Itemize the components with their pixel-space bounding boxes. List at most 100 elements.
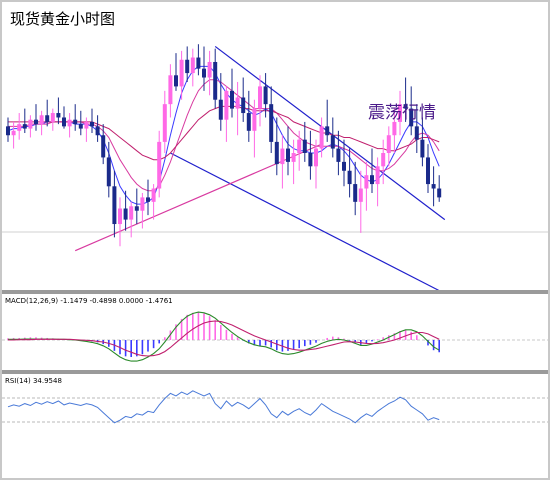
- candle-body: [342, 161, 346, 171]
- candle-body: [78, 124, 83, 129]
- candle-body: [314, 148, 318, 167]
- candle-body: [297, 139, 302, 153]
- candle: [392, 108, 397, 153]
- candle: [213, 48, 218, 109]
- candle-body: [17, 124, 22, 131]
- candle: [286, 126, 290, 176]
- candle-body: [409, 108, 414, 127]
- candle: [347, 148, 352, 198]
- candle-body: [235, 97, 240, 109]
- price-panel: 现货黄金小时图 震荡行情: [2, 10, 548, 292]
- candle-body: [431, 184, 436, 189]
- macd-lines: [8, 311, 440, 362]
- candle: [246, 90, 251, 142]
- candle: [437, 175, 442, 202]
- candle-body: [174, 75, 178, 87]
- candle: [50, 108, 55, 131]
- candle: [45, 99, 50, 127]
- candle-body: [280, 148, 285, 165]
- candle-body: [269, 104, 274, 142]
- macd-line: [8, 320, 440, 357]
- candle: [78, 110, 83, 136]
- candle-body: [370, 175, 374, 185]
- candle: [73, 104, 78, 131]
- candle: [297, 130, 302, 171]
- candle: [34, 104, 38, 131]
- candle: [263, 73, 268, 118]
- rsi-label: RSI(14) 34.9548: [5, 377, 62, 385]
- candle-body: [90, 121, 94, 127]
- candle-body: [118, 208, 122, 225]
- candle-body: [230, 90, 234, 109]
- candle: [151, 184, 156, 220]
- candle-body: [140, 197, 145, 211]
- candle: [426, 144, 430, 193]
- candle-body: [56, 113, 61, 118]
- candle-body: [207, 61, 212, 78]
- candle-body: [123, 208, 128, 220]
- candle-body: [202, 68, 206, 78]
- candle: [241, 77, 246, 122]
- candle: [330, 117, 335, 158]
- candle-body: [190, 57, 195, 74]
- candle: [101, 124, 106, 165]
- moving-average-line: [7, 65, 440, 205]
- candle: [224, 86, 229, 142]
- candle: [67, 113, 72, 138]
- candle-body: [286, 148, 290, 162]
- candle-body: [263, 86, 268, 105]
- candle: [56, 97, 61, 125]
- candle: [398, 90, 402, 136]
- candle: [17, 113, 22, 140]
- candle-body: [224, 90, 229, 120]
- candle: [22, 108, 27, 134]
- candle: [123, 190, 128, 231]
- candle-body: [146, 197, 150, 202]
- candle: [342, 139, 346, 187]
- candle-body: [62, 117, 66, 127]
- candle: [179, 50, 184, 100]
- candle-body: [302, 139, 307, 153]
- candle: [174, 53, 178, 91]
- candle: [386, 126, 391, 167]
- channel-line: [74, 143, 322, 252]
- candle: [358, 170, 363, 233]
- channel-line: [214, 45, 446, 221]
- macd-line: [8, 311, 440, 362]
- candle: [95, 115, 100, 142]
- candle-body: [95, 126, 100, 136]
- candle: [364, 161, 369, 211]
- candle: [84, 117, 89, 142]
- candle-body: [45, 115, 50, 122]
- candle: [381, 139, 386, 185]
- candle: [190, 48, 195, 87]
- candle: [258, 75, 262, 127]
- candle: [168, 64, 173, 118]
- candle-body: [330, 135, 335, 149]
- candle: [420, 117, 425, 167]
- candle: [291, 139, 296, 185]
- candle: [106, 141, 111, 198]
- candle-body: [67, 119, 72, 127]
- candle-body: [134, 206, 139, 211]
- candle: [134, 188, 139, 225]
- candle-body: [358, 188, 363, 202]
- candle-body: [386, 135, 391, 153]
- candle-body: [179, 59, 184, 87]
- candle-body: [28, 119, 33, 129]
- candle: [314, 139, 318, 189]
- candle-body: [347, 170, 352, 185]
- candlesticks: [6, 44, 442, 247]
- rsi-panel: RSI(14) 34.9548: [2, 377, 548, 424]
- candle-body: [101, 135, 106, 158]
- candle-body: [162, 104, 167, 142]
- candle: [431, 166, 436, 207]
- candle-body: [6, 126, 10, 136]
- candle-body: [112, 186, 117, 225]
- candle: [235, 81, 240, 136]
- candle: [218, 73, 223, 131]
- candle-body: [353, 184, 358, 202]
- candle-body: [392, 121, 397, 136]
